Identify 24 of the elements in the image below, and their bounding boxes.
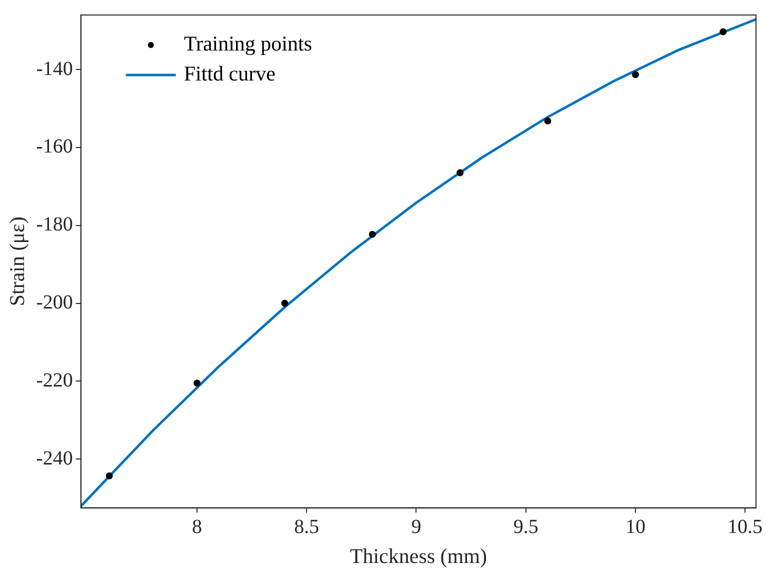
point <box>368 230 376 238</box>
x-tick-label: 10 <box>625 516 646 538</box>
y-tick-label: -240 <box>36 447 73 470</box>
point <box>194 380 201 387</box>
x-axis-title: Thickness (mm) <box>350 544 487 568</box>
legend-label: Fittd curve <box>184 62 276 86</box>
y-axis-title: Strain (με) <box>5 216 30 306</box>
point <box>106 472 113 480</box>
legend-label: Training points <box>184 32 312 56</box>
x-tick-label: 9.5 <box>513 516 538 538</box>
x-tick-label: 9 <box>411 516 422 538</box>
y-tick-label: -140 <box>36 58 73 80</box>
y-tick-label: -160 <box>36 136 73 158</box>
point <box>632 71 639 78</box>
point <box>456 169 464 176</box>
point <box>544 117 552 124</box>
x-tick-label: 10.5 <box>728 516 763 538</box>
x-tick-label: 8.5 <box>294 516 320 538</box>
y-tick-label: -200 <box>36 292 73 314</box>
x-tick-label: 8 <box>192 516 202 538</box>
y-tick-label: -220 <box>36 369 73 392</box>
y-tick-label: -180 <box>36 214 73 236</box>
point <box>281 300 288 307</box>
point <box>720 28 727 36</box>
